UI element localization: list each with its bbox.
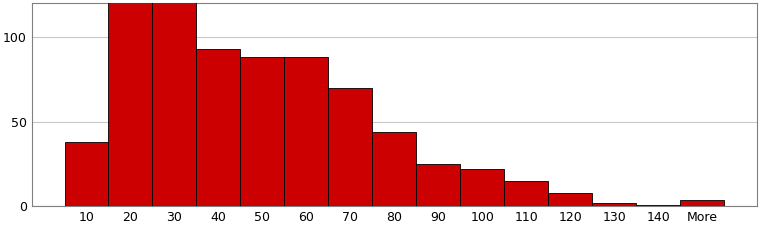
Bar — [461, 169, 505, 206]
Bar — [240, 57, 284, 206]
Bar — [65, 142, 109, 206]
Bar — [680, 200, 724, 206]
Bar — [109, 0, 153, 206]
Bar — [196, 49, 240, 206]
Bar — [548, 193, 592, 206]
Bar — [592, 203, 636, 206]
Bar — [372, 132, 416, 206]
Bar — [636, 205, 680, 206]
Bar — [284, 57, 328, 206]
Bar — [505, 181, 548, 206]
Bar — [153, 0, 196, 206]
Bar — [328, 88, 372, 206]
Bar — [416, 164, 461, 206]
